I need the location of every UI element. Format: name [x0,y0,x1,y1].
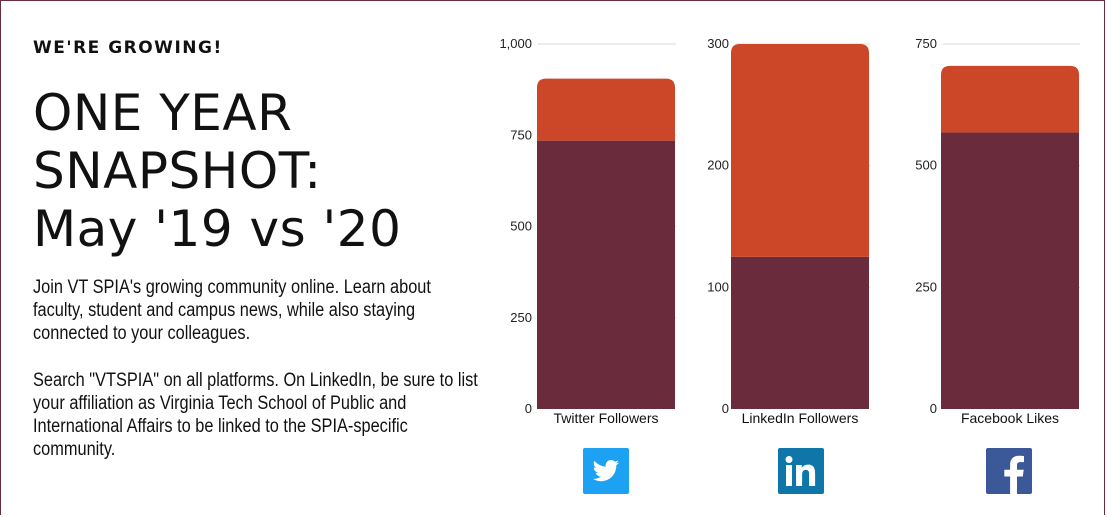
facebook-likes-category-label: Facebook Likes [961,410,1059,426]
twitter-followers-category-label: Twitter Followers [553,410,658,426]
twitter-followers-bar-growth [537,78,675,141]
facebook-icon [986,448,1032,494]
facebook-likes-tick-label: 250 [915,279,937,294]
twitter-followers-tick-label: 1,000 [499,36,532,51]
linkedin-followers-tick-label: 0 [722,401,729,416]
twitter-followers-tick-label: 0 [525,401,532,416]
linkedin-followers-bar-base [731,256,869,409]
facebook-likes-bar-growth [941,65,1079,133]
instructions-paragraph: Search "VTSPIA" on all platforms. On Lin… [33,370,478,460]
facebook-likes-tick-label: 0 [930,401,937,416]
title-line-2: SNAPSHOT: [33,142,322,200]
twitter-icon [583,448,629,494]
linkedin-followers-tick-label: 200 [707,158,729,173]
kicker-text: WE'RE GROWING! [33,38,223,58]
facebook-likes-tick-label: 750 [915,36,937,51]
page-title: ONE YEAR SNAPSHOT: May '19 vs '20 [33,84,483,258]
facebook-likes-bar-base [941,132,1079,409]
text-panel: WE'RE GROWING! ONE YEAR SNAPSHOT: May '1… [33,38,483,485]
twitter-followers-tick-label: 250 [510,310,532,325]
title-line-3: May '19 vs '20 [33,200,402,258]
linkedin-followers-category-label: LinkedIn Followers [742,410,859,426]
linkedin-followers-tick-label: 100 [707,279,729,294]
twitter-followers-tick-label: 750 [510,127,532,142]
twitter-followers-bar-base [537,140,675,409]
linkedin-followers-bar-growth [731,44,869,257]
intro-paragraph: Join VT SPIA's growing community online.… [33,277,431,344]
linkedin-icon [778,448,824,494]
twitter-followers-tick-label: 500 [510,219,532,234]
title-line-1: ONE YEAR [33,84,293,142]
linkedin-followers-tick-label: 300 [707,36,729,51]
facebook-likes-tick-label: 500 [915,158,937,173]
